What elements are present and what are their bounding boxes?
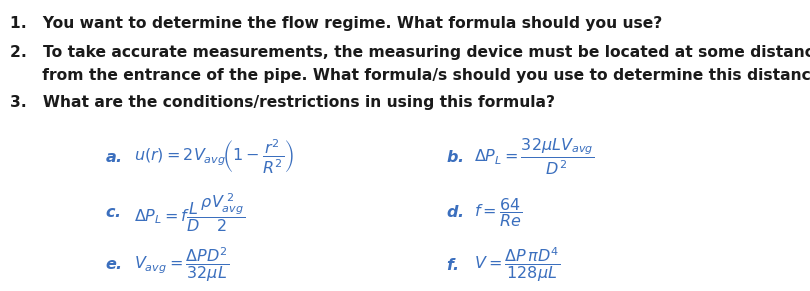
Text: $V = \dfrac{\Delta P\,\pi D^4}{128\mu L}$: $V = \dfrac{\Delta P\,\pi D^4}{128\mu L}…	[474, 246, 561, 284]
Text: 1.   You want to determine the flow regime. What formula should you use?: 1. You want to determine the flow regime…	[10, 16, 662, 31]
Text: $\bfit{d}.$: $\bfit{d}.$	[446, 205, 463, 220]
Text: $\Delta P_L = f\dfrac{L}{D}\dfrac{\rho V_{avg}^{\ 2}}{2}$: $\Delta P_L = f\dfrac{L}{D}\dfrac{\rho V…	[134, 191, 245, 234]
Text: $\bfit{c}.$: $\bfit{c}.$	[105, 205, 121, 220]
Text: $\bfit{e}.$: $\bfit{e}.$	[105, 257, 122, 272]
Text: $V_{avg} = \dfrac{\Delta P D^2}{32\mu L}$: $V_{avg} = \dfrac{\Delta P D^2}{32\mu L}…	[134, 246, 229, 284]
Text: $f = \dfrac{64}{Re}$: $f = \dfrac{64}{Re}$	[474, 196, 522, 229]
Text: $\bfit{a}.$: $\bfit{a}.$	[105, 150, 122, 165]
Text: 3.   What are the conditions/restrictions in using this formula?: 3. What are the conditions/restrictions …	[10, 95, 555, 111]
Text: $\bfit{b}.$: $\bfit{b}.$	[446, 149, 463, 165]
Text: $u(r) = 2V_{avg}\!\left(1 - \dfrac{r^2}{R^2}\right)$: $u(r) = 2V_{avg}\!\left(1 - \dfrac{r^2}{…	[134, 138, 293, 176]
Text: 2.   To take accurate measurements, the measuring device must be located at some: 2. To take accurate measurements, the me…	[10, 45, 810, 60]
Text: $\bfit{f}.$: $\bfit{f}.$	[446, 257, 458, 273]
Text: $\Delta P_L = \dfrac{32\mu L V_{avg}}{D^2}$: $\Delta P_L = \dfrac{32\mu L V_{avg}}{D^…	[474, 137, 595, 178]
Text: from the entrance of the pipe. What formula/s should you use to determine this d: from the entrance of the pipe. What form…	[10, 68, 810, 83]
